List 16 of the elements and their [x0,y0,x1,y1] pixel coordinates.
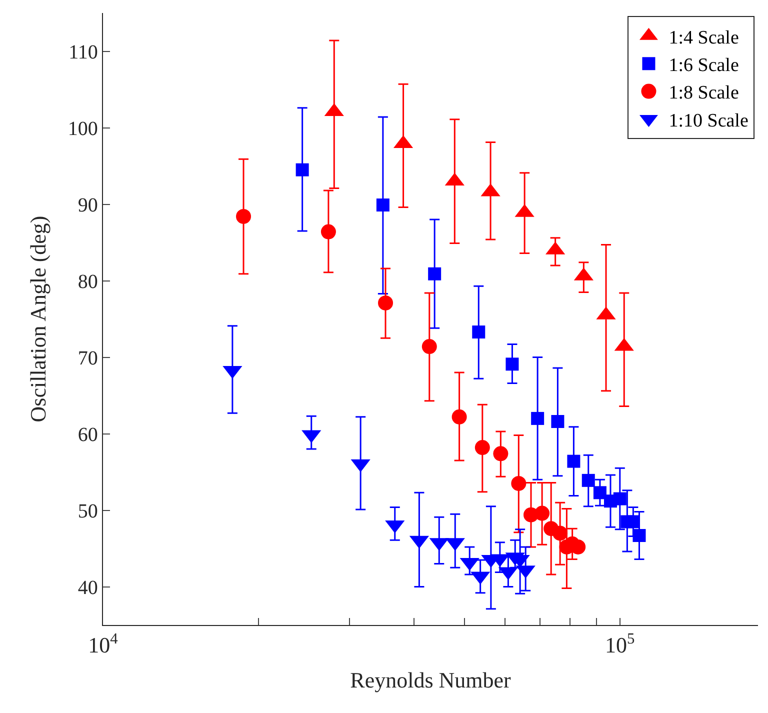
y-tick-label: 70 [78,347,98,370]
y-tick-label: 50 [78,500,98,522]
legend-label: 1:6 Scale [668,55,739,76]
y-tick-label: 60 [78,424,98,446]
y-tick-label: 110 [68,41,98,64]
y-tick-label: 90 [78,194,98,216]
y-tick-label: 40 [78,576,98,599]
y-tick-label: 80 [78,270,98,293]
x-tick-label: 10$^{4}$ [88,630,118,658]
x-tick-label: 10$^{5}$ [605,630,636,658]
legend-label: 1:10 Scale [668,110,748,132]
legend-label: 1:8 Scale [668,82,739,104]
y-axis-title: Oscillation Angle (deg) [26,216,51,422]
legend-label: 1:4 Scale [668,27,739,48]
y-tick-label: 100 [68,118,98,140]
x-axis-title: Reynolds Number [350,667,512,692]
